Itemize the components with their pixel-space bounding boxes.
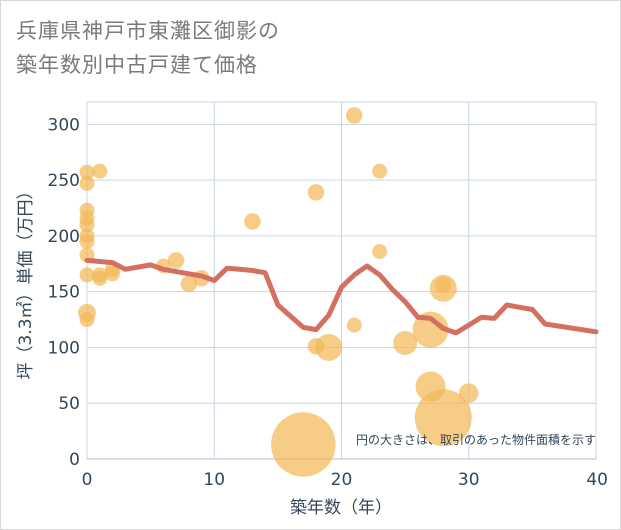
x-tick-label: 20 xyxy=(331,470,353,490)
data-point xyxy=(393,330,418,355)
y-tick-label: 100 xyxy=(48,338,80,358)
y-tick-label: 300 xyxy=(48,115,80,135)
data-point xyxy=(79,175,95,191)
y-tick-label: 150 xyxy=(48,283,80,303)
data-point xyxy=(79,233,95,249)
data-point xyxy=(92,270,108,286)
chart-title-line1: 兵庫県神戸市東灘区御影の xyxy=(16,19,280,43)
data-point xyxy=(79,267,95,283)
data-point xyxy=(307,184,325,201)
data-point xyxy=(345,107,363,124)
data-point xyxy=(79,164,95,180)
chart-title-line2: 築年数別中古戸建て価格 xyxy=(16,53,258,77)
x-tick-labels: 0 10 20 30 40 xyxy=(82,470,608,490)
data-point xyxy=(92,163,108,179)
y-tick-label: 50 xyxy=(58,394,80,414)
y-axis-title: 坪（3.3㎡）単価（万円） xyxy=(16,182,36,379)
x-tick-label: 40 xyxy=(586,470,608,490)
data-point xyxy=(271,412,336,477)
y-tick-label: 200 xyxy=(48,227,80,247)
y-tick-label: 250 xyxy=(48,171,80,191)
x-axis-title: 築年数（年） xyxy=(290,498,392,518)
trend-line xyxy=(84,257,599,336)
data-point xyxy=(372,163,388,179)
data-point xyxy=(459,383,479,403)
data-point xyxy=(79,312,95,328)
data-point xyxy=(104,266,120,282)
data-point xyxy=(346,317,362,333)
y-tick-label: 0 xyxy=(69,450,80,470)
y-tick-labels: 0 50 100 150 200 250 300 xyxy=(48,115,80,470)
data-point xyxy=(167,252,185,269)
chart-title: 兵庫県神戸市東灘区御影の 築年数別中古戸建て価格 xyxy=(16,14,280,82)
data-point xyxy=(315,333,343,361)
x-tick-label: 30 xyxy=(458,470,480,490)
size-note: 円の大きさは、取引のあった物件面積を示す xyxy=(356,432,596,447)
data-point xyxy=(372,243,388,259)
bubble-layer xyxy=(78,107,479,477)
data-point xyxy=(414,389,472,447)
data-point xyxy=(180,275,198,293)
data-point xyxy=(244,213,261,230)
data-point xyxy=(79,217,95,233)
data-point xyxy=(429,274,457,302)
data-point xyxy=(412,311,449,348)
x-tick-label: 0 xyxy=(82,470,93,490)
x-tick-label: 10 xyxy=(203,470,225,490)
